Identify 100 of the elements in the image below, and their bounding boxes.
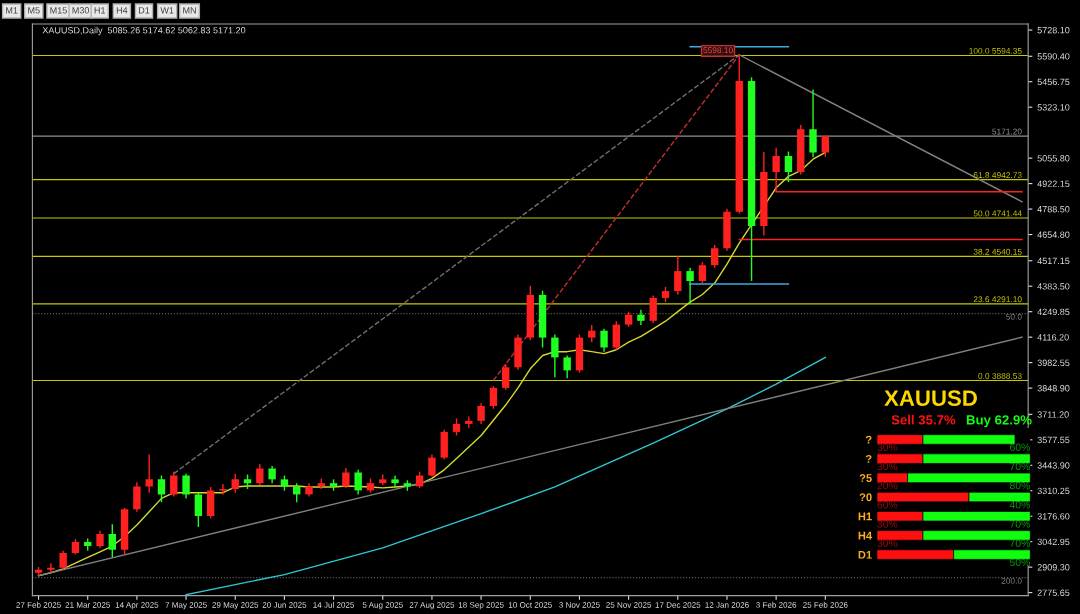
x-tick-label: 20 Jun 2025 — [262, 602, 307, 608]
y-tick-label: 3848.90 — [1037, 385, 1070, 392]
candlestick — [293, 482, 301, 503]
text: M1 — [6, 7, 18, 14]
text: M15 — [50, 7, 67, 14]
candlestick — [600, 328, 608, 353]
line-series — [185, 356, 827, 596]
candlestick — [354, 469, 362, 496]
ref-line-label: 100.0 5594.35 — [969, 47, 1022, 54]
candlestick — [686, 267, 694, 305]
x-tick-label: 27 Feb 2025 — [16, 601, 61, 608]
ref-line-label: 0.0 3888.53 — [978, 373, 1022, 379]
data-label: 30% — [877, 520, 898, 528]
y-tick-label: 5590.40 — [1037, 53, 1070, 60]
ref-line-label: 5171.20 — [992, 128, 1022, 135]
candlestick — [194, 491, 203, 528]
x-tick-label: 18 Sep 2025 — [458, 602, 504, 610]
candlestick — [342, 467, 350, 489]
y-tick-label: ? — [865, 435, 872, 444]
candlestick — [108, 523, 116, 558]
x-tick-label: 14 Jul 2025 — [313, 601, 355, 608]
chart-title: XAUUSD,Daily 5085.26 5174.62 5062.83 5171.20 — [42, 26, 246, 36]
text: D1 — [138, 7, 150, 14]
y-tick-label: 4116.20 — [1037, 334, 1069, 341]
x-tick-label: 17 Dec 2025 — [655, 602, 701, 608]
candlestick — [563, 354, 571, 380]
ref-line-label: 61.8 4942.73 — [973, 172, 1022, 179]
x-tick-label: 25 Feb 2026 — [803, 601, 848, 608]
y-tick-label: H1 — [858, 512, 872, 521]
y-tick-label: ?0 — [859, 493, 872, 502]
y-tick-label: 5728.10 — [1037, 26, 1070, 34]
candlestick — [612, 320, 621, 351]
y-tick-label: D1 — [858, 550, 872, 559]
y-tick-label: 2909.30 — [1037, 564, 1070, 571]
x-tick-label: 14 Apr 2025 — [115, 602, 159, 610]
candlestick — [551, 333, 559, 378]
data-label: 50% — [1009, 558, 1030, 567]
x-tick-label: 29 May 2025 — [212, 602, 259, 610]
candlestick — [465, 415, 473, 429]
annotation: 5598.10 — [703, 47, 733, 54]
y-tick-label: 4249.85 — [1037, 308, 1070, 316]
candlestick — [821, 134, 830, 158]
text: H1 — [94, 7, 106, 14]
candlestick — [133, 481, 141, 513]
y-tick-label: 3310.25 — [1037, 487, 1070, 495]
data-label: 30% — [877, 539, 898, 547]
data-label: 70% — [1010, 520, 1030, 528]
data-label: 20% — [877, 481, 898, 490]
annotation: 50.0 — [1006, 313, 1022, 320]
y-tick-label: H4 — [858, 531, 873, 540]
data-label: 30% — [877, 443, 898, 451]
candlestick — [231, 472, 239, 494]
candlestick — [182, 472, 190, 500]
y-tick-label: 4922.15 — [1037, 180, 1070, 187]
candlestick — [809, 88, 817, 159]
candlestick — [489, 385, 498, 410]
x-tick-label: 3 Feb 2026 — [756, 601, 797, 608]
text: W1 — [160, 7, 174, 14]
candlestick — [710, 244, 719, 269]
candlestick — [674, 255, 682, 296]
y-tick-label: 4383.50 — [1037, 283, 1070, 290]
candlestick — [47, 562, 55, 574]
data-label: 40% — [1009, 501, 1030, 509]
candlestick — [502, 363, 510, 391]
y-tick-label: 3982.55 — [1037, 359, 1070, 366]
y-tick-label: 4517.15 — [1037, 257, 1070, 265]
x-tick-label: 27 Aug 2025 — [409, 602, 455, 610]
candlestick — [59, 550, 67, 570]
y-tick-label: 5456.75 — [1037, 78, 1070, 86]
text: MN — [183, 7, 196, 14]
y-tick-label: 3176.60 — [1037, 513, 1070, 520]
ref-line-label: 23.6 4291.10 — [973, 296, 1022, 303]
y-tick-label: ? — [865, 454, 872, 463]
annotation: 200.0 — [1001, 577, 1022, 584]
candlestick — [649, 294, 657, 324]
x-tick-label: 3 Nov 2025 — [559, 602, 600, 608]
candlestick — [784, 150, 793, 183]
y-tick-label: 3042.95 — [1037, 538, 1070, 546]
chart-title: XAUUSD — [884, 390, 977, 406]
candlestick — [256, 463, 264, 486]
annotation: Sell 35.7% — [891, 414, 956, 425]
y-tick-label: 4788.50 — [1037, 206, 1070, 213]
text: M30 — [72, 7, 90, 14]
y-tick-label: 3577.55 — [1037, 436, 1070, 444]
y-tick-label: ?5 — [859, 474, 872, 482]
y-tick-label: 5055.80 — [1037, 155, 1070, 162]
ref-line-label: 50.0 4741.44 — [973, 210, 1022, 217]
x-tick-label: 5 Aug 2025 — [362, 602, 403, 610]
data-label: 70% — [1010, 539, 1030, 547]
text: H4 — [116, 7, 128, 14]
data-label: 80% — [1009, 481, 1030, 490]
y-tick-label: 2775.65 — [1037, 589, 1070, 596]
candlestick — [477, 402, 485, 425]
x-tick-label: 10 Oct 2025 — [508, 602, 552, 608]
candlestick — [170, 471, 178, 498]
candlestick — [157, 474, 166, 503]
data-label: 30% — [877, 462, 898, 471]
ref-line-label: 38.2 4540.15 — [973, 248, 1022, 255]
y-tick-label: 3711.20 — [1037, 411, 1069, 418]
annotation: Buy 62.9% — [966, 415, 1032, 428]
